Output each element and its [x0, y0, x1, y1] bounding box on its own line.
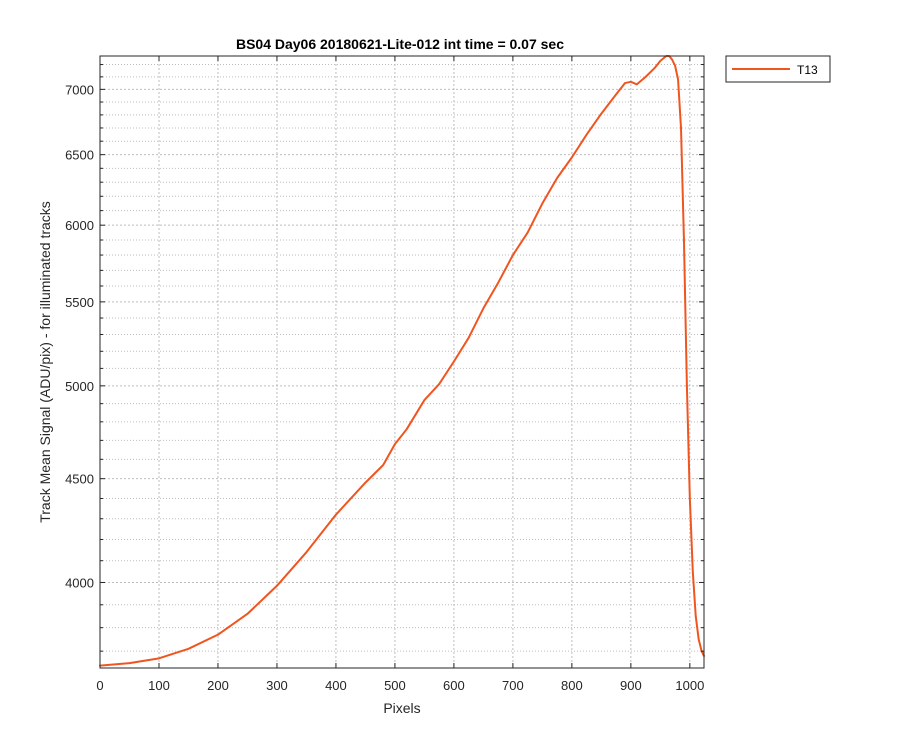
x-tick-label: 0: [96, 678, 103, 693]
x-tick-label: 800: [561, 678, 583, 693]
series-line-t13: [99, 55, 705, 667]
y-tick-labels: 4000 4500 5000 5500 6000 6500 7000: [65, 82, 94, 590]
chart-title: BS04 Day06 20180621-Lite-012 int time = …: [236, 36, 564, 52]
x-tick-label: 600: [443, 678, 465, 693]
y-tick-label: 6500: [65, 148, 94, 163]
y-axis-label: Track Mean Signal (ADU/pix) - for illumi…: [37, 201, 53, 523]
plot-area: [100, 56, 704, 668]
x-tick-label: 100: [148, 678, 170, 693]
x-axis-label: Pixels: [383, 700, 420, 716]
legend-label-t13: T13: [797, 63, 818, 77]
legend[interactable]: T13: [725, 55, 831, 83]
x-tick-label: 700: [502, 678, 524, 693]
y-tick-label: 5500: [65, 295, 94, 310]
x-tick-labels: 0 100 200 300 400 500 600 700 800 900 1000: [96, 678, 704, 693]
grid: [99, 56, 704, 668]
axes-box: [99, 55, 705, 669]
y-tick-label: 7000: [65, 82, 94, 97]
x-tick-label: 500: [384, 678, 406, 693]
x-tick-label: 300: [266, 678, 288, 693]
y-tick-label: 6000: [65, 218, 94, 233]
series-layer: [99, 55, 705, 667]
x-tick-label: 200: [207, 678, 229, 693]
y-tick-label: 4000: [65, 575, 94, 590]
ticks: [99, 56, 704, 668]
x-tick-label: 1000: [675, 678, 704, 693]
x-tick-label: 400: [325, 678, 347, 693]
y-tick-label: 4500: [65, 472, 94, 487]
x-tick-label: 900: [620, 678, 642, 693]
y-tick-label: 5000: [65, 379, 94, 394]
